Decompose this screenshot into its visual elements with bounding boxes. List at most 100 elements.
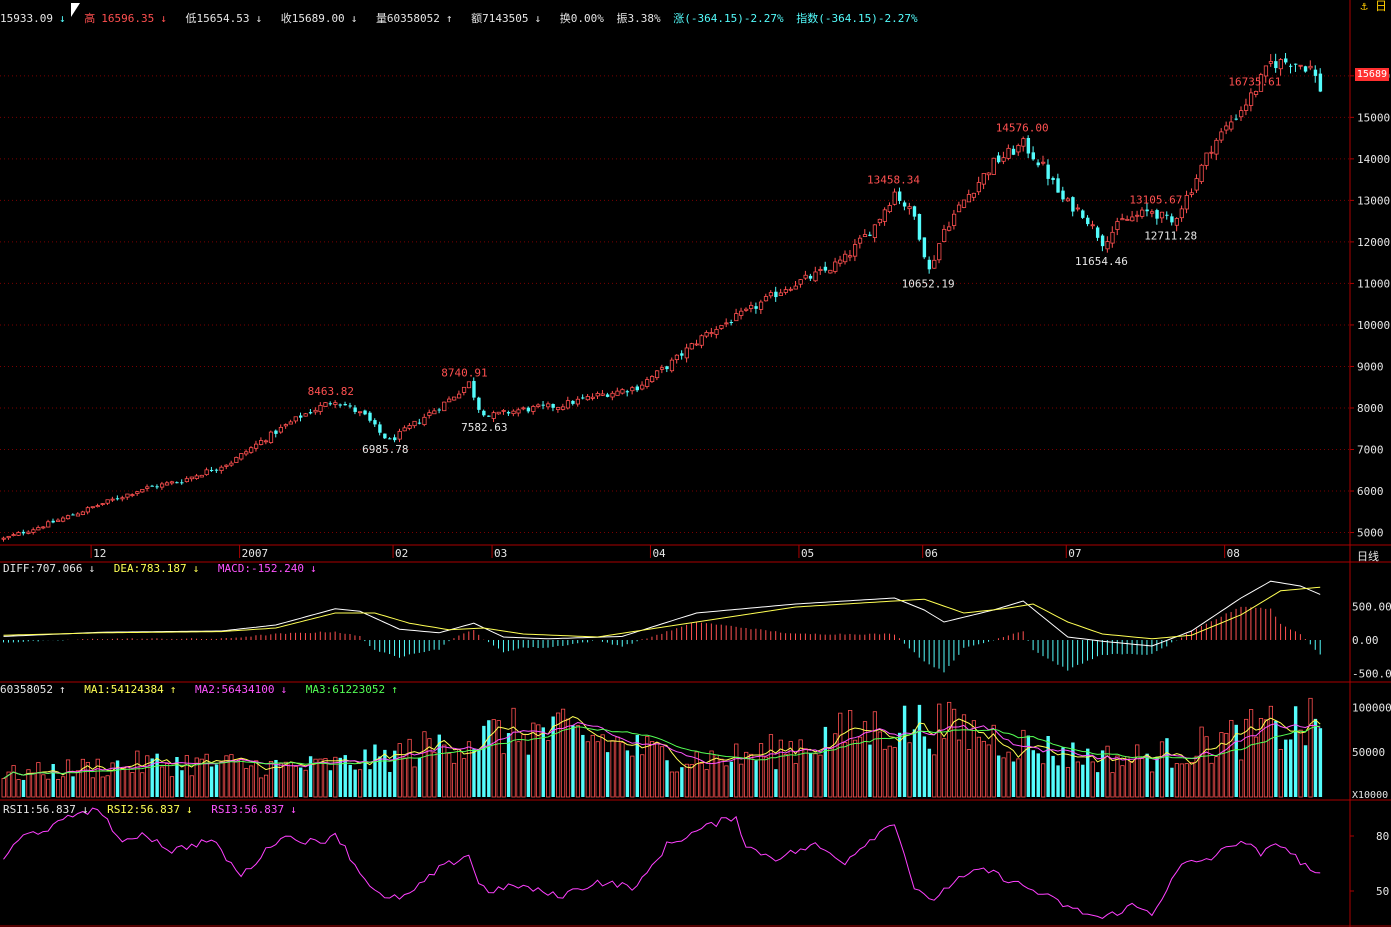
volume-bar xyxy=(630,755,635,798)
candle-body xyxy=(184,478,189,483)
candle-body xyxy=(937,243,942,261)
candle-body xyxy=(229,462,234,466)
volume-bar xyxy=(1284,739,1288,797)
volume-bar xyxy=(763,756,769,798)
volume-bar xyxy=(214,764,219,797)
volume-bar xyxy=(26,769,31,798)
candle-body xyxy=(991,157,996,175)
candle-body xyxy=(1179,208,1184,219)
price-extreme-label: 10652.19 xyxy=(902,278,955,291)
candle-body xyxy=(472,380,476,398)
volume-bar xyxy=(466,741,472,798)
volume-bar xyxy=(659,746,665,798)
candle-body xyxy=(778,292,783,296)
candle-body xyxy=(655,370,660,379)
volume-bar xyxy=(501,753,506,798)
volume-bar xyxy=(1159,741,1165,798)
volume-bar xyxy=(966,749,972,798)
volume-bar xyxy=(234,759,239,798)
volume-bar xyxy=(1065,767,1071,798)
volume-bar xyxy=(868,744,872,797)
candle-body xyxy=(659,367,665,370)
rsi-line xyxy=(3,807,1321,919)
candle-body xyxy=(585,396,590,401)
candle-body xyxy=(1204,152,1209,166)
candle-body xyxy=(313,409,318,413)
candlestick-series[interactable] xyxy=(1,52,1323,542)
candle-body xyxy=(90,506,95,509)
volume-bar xyxy=(595,741,600,798)
volume-bar xyxy=(140,772,145,798)
candle-body xyxy=(853,244,858,257)
volume-bar xyxy=(734,743,739,798)
volume-bar xyxy=(1061,747,1065,797)
date-tick-label: 12 xyxy=(93,547,106,560)
price-extreme-label: 8740.91 xyxy=(441,367,487,380)
volume-bar xyxy=(952,708,957,798)
volume-bar xyxy=(838,712,843,798)
candle-body xyxy=(175,482,179,484)
volume-bar xyxy=(56,779,61,798)
quote-info-bar: 15933.09 ↓ 高 16596.35 ↓ 低15654.53 ↓ 收15689.0… xyxy=(0,12,924,26)
volume-bar xyxy=(511,707,516,798)
price-extreme-label: 8463.82 xyxy=(308,385,354,398)
macd-tick-label: -500.00 xyxy=(1352,667,1391,680)
candle-body xyxy=(115,498,120,500)
high-value: 高 16596.35 ↓ xyxy=(84,12,167,25)
candle-body xyxy=(214,469,219,471)
volume-bar xyxy=(487,720,491,797)
volume-bar xyxy=(674,771,680,798)
volume-bar xyxy=(739,763,744,798)
candle-body xyxy=(927,259,932,270)
candle-body xyxy=(714,329,719,335)
candle-body xyxy=(71,514,75,516)
volume-bar xyxy=(432,751,437,798)
candle-body xyxy=(976,182,981,193)
candle-body xyxy=(155,486,159,488)
candle-body xyxy=(729,322,734,324)
date-tick-label: 07 xyxy=(1068,547,1081,560)
volume-tick-label: 100000 xyxy=(1352,701,1391,714)
candle-body xyxy=(828,269,833,274)
candle-body xyxy=(907,206,912,210)
volume-bar xyxy=(1313,718,1318,797)
volume-bar xyxy=(224,755,229,798)
candle-body xyxy=(556,407,561,410)
candle-body xyxy=(956,204,962,213)
candle-body xyxy=(16,532,21,536)
volume-bar xyxy=(620,742,625,798)
volume-bar xyxy=(31,772,36,798)
volume-bar xyxy=(150,758,154,797)
candle-body xyxy=(323,402,328,407)
candle-body xyxy=(838,259,843,264)
candle-body xyxy=(1006,147,1011,159)
volume-bar xyxy=(383,749,387,797)
candle-body xyxy=(689,343,694,350)
candle-body xyxy=(1075,207,1080,210)
price-extreme-label: 7582.63 xyxy=(461,421,507,434)
candle-body xyxy=(1145,209,1149,212)
volume-bar xyxy=(1120,765,1125,798)
volume-bar xyxy=(135,750,140,798)
volume-bar xyxy=(853,739,858,798)
volume-bar xyxy=(393,750,397,797)
macd-panel[interactable]: 500.00 0.00 -500.00 xyxy=(3,580,1391,680)
volume-bar xyxy=(1268,705,1273,798)
volume-bar xyxy=(971,720,977,798)
volume-panel[interactable]: 100000 50000 X10000 xyxy=(1,697,1391,801)
volume-bar xyxy=(343,755,347,797)
rsi-panel[interactable]: 80 50 xyxy=(3,807,1390,919)
top-toolbar-icons[interactable]: ⚓ 日 xyxy=(1360,0,1387,13)
period-label[interactable]: 日线 xyxy=(1357,550,1379,563)
volume-bar xyxy=(456,748,462,798)
candle-body xyxy=(1051,177,1055,180)
volume-bar xyxy=(956,739,962,798)
volume-bar xyxy=(313,758,318,798)
candle-body xyxy=(516,409,521,414)
volume-bar xyxy=(1016,758,1021,798)
volume-bar xyxy=(442,744,447,798)
candle-body xyxy=(551,403,555,408)
candle-body xyxy=(31,529,36,533)
volume-bar xyxy=(1253,736,1259,798)
